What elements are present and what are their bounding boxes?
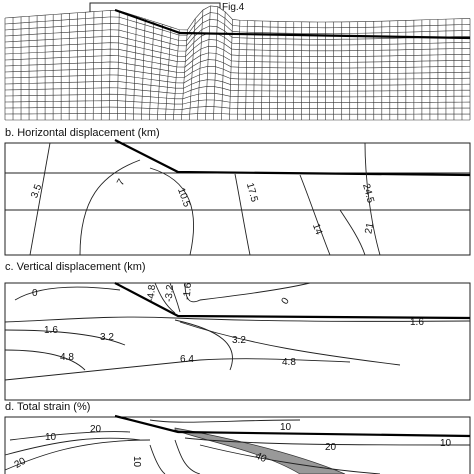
mesh-line — [165, 27, 172, 121]
contour-label: 4.8 — [60, 352, 74, 363]
fig-bracket — [89, 2, 221, 12]
line-art — [184, 282, 311, 303]
figure-label: Fig.4 — [222, 2, 245, 13]
contour-label: 40 — [253, 450, 268, 465]
mesh-line — [205, 5, 211, 121]
line-art — [149, 419, 471, 474]
panel-d — [4, 414, 471, 474]
contour-label: 20 — [325, 442, 337, 453]
line-art — [5, 172, 470, 211]
contour-label: -4.8 — [146, 284, 158, 303]
mesh-line — [100, 11, 103, 121]
contour-label: 17.5 — [244, 182, 260, 204]
line-art — [4, 321, 401, 371]
line-art — [154, 282, 176, 314]
contour-label: 10 — [280, 422, 292, 433]
mesh-line — [108, 10, 112, 121]
mesh-line — [124, 13, 129, 121]
mesh-line — [221, 11, 226, 121]
contour-label: 10 — [131, 456, 142, 468]
mesh-line — [229, 19, 233, 121]
contour-label: 20 — [13, 456, 29, 471]
mesh-line — [4, 39, 471, 57]
contour-label: 6.4 — [180, 354, 194, 365]
contour-label: 7 — [115, 177, 128, 188]
line-art — [234, 173, 251, 256]
contour-label: 3.5 — [29, 182, 44, 199]
line-art — [79, 159, 141, 256]
mesh-line — [173, 29, 180, 121]
mesh-line — [140, 18, 146, 121]
mesh-line — [92, 11, 95, 121]
contour-label: -1.6 — [182, 282, 194, 301]
contour-label: 24.5 — [360, 183, 376, 205]
contour-label: 10 — [45, 432, 57, 443]
mesh-line — [269, 21, 271, 121]
contour-label: 10.5 — [175, 187, 192, 209]
panel-title: c. Vertical displacement (km) — [5, 261, 146, 273]
mesh-line — [132, 16, 137, 121]
contour-label: 3.2 — [100, 332, 114, 343]
panel-b — [4, 139, 471, 256]
line-art — [29, 142, 51, 256]
mesh-line — [213, 6, 219, 121]
contour-label: 20 — [90, 424, 102, 435]
contour-label: 1.6 — [44, 325, 58, 336]
line-art — [149, 439, 201, 474]
mesh-line — [4, 52, 471, 68]
contour-label: 21 — [363, 222, 376, 235]
line-art — [4, 358, 351, 381]
contour-label: 1.6 — [410, 317, 424, 328]
contour-label: 14 — [310, 222, 324, 237]
mesh-line — [4, 86, 471, 94]
line-art — [4, 416, 471, 474]
line-art — [114, 282, 471, 320]
mesh-line — [4, 32, 471, 52]
mesh-line — [149, 21, 155, 121]
line-art — [299, 174, 331, 256]
mesh-line — [4, 99, 471, 105]
line-art — [114, 414, 471, 438]
line-art — [4, 282, 471, 401]
mesh-panel — [4, 5, 471, 121]
line-art — [169, 282, 181, 313]
mesh-line — [197, 10, 204, 121]
contour-label: 10 — [440, 438, 452, 449]
panel-c — [4, 282, 471, 401]
contour-label: 4.8 — [282, 357, 296, 368]
line-art — [4, 316, 471, 323]
contour-label: -3.2 — [164, 284, 176, 303]
line-art — [4, 431, 151, 471]
mesh-line — [4, 92, 471, 100]
contour-label: 0 — [280, 295, 292, 306]
mesh-line — [189, 18, 196, 121]
mesh-line — [4, 45, 471, 63]
mesh-line — [181, 29, 188, 121]
mesh-line — [4, 72, 471, 84]
line-art — [339, 209, 366, 256]
mesh-line — [4, 79, 471, 89]
mesh-line — [261, 21, 263, 121]
line-art — [149, 167, 194, 256]
contour-label: 0 — [32, 288, 38, 299]
line-art — [364, 142, 381, 256]
line-art — [4, 142, 471, 256]
line-art — [4, 319, 233, 371]
mesh-line — [245, 20, 248, 121]
mesh-line — [116, 10, 120, 121]
mesh-line — [237, 20, 241, 121]
mesh-line — [253, 20, 256, 121]
contour-label: 3.2 — [232, 335, 246, 346]
fault — [114, 8, 471, 40]
line-art — [114, 139, 471, 177]
panel-title: b. Horizontal displacement (km) — [5, 127, 160, 139]
mesh-line — [157, 24, 163, 121]
panel-title: d. Total strain (%) — [5, 401, 90, 413]
line-art — [14, 286, 121, 301]
